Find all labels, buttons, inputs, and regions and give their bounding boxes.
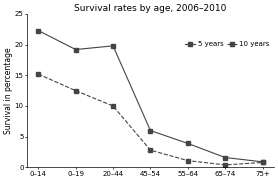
10 years — [111, 105, 115, 107]
5 years — [261, 161, 264, 163]
10 years — [74, 90, 77, 92]
Line: 5 years: 5 years — [36, 29, 264, 164]
Title: Survival rates by age, 2006–2010: Survival rates by age, 2006–2010 — [74, 4, 227, 13]
5 years — [224, 156, 227, 159]
Legend: 5 years, 10 years: 5 years, 10 years — [184, 40, 270, 48]
10 years — [37, 73, 40, 75]
10 years — [224, 164, 227, 166]
5 years — [186, 142, 190, 144]
10 years — [149, 149, 152, 151]
10 years — [186, 159, 190, 162]
Line: 10 years: 10 years — [36, 72, 264, 167]
5 years — [111, 45, 115, 47]
Y-axis label: Survival in percentage: Survival in percentage — [4, 47, 13, 134]
5 years — [37, 30, 40, 32]
5 years — [149, 129, 152, 132]
5 years — [74, 49, 77, 51]
10 years — [261, 161, 264, 164]
